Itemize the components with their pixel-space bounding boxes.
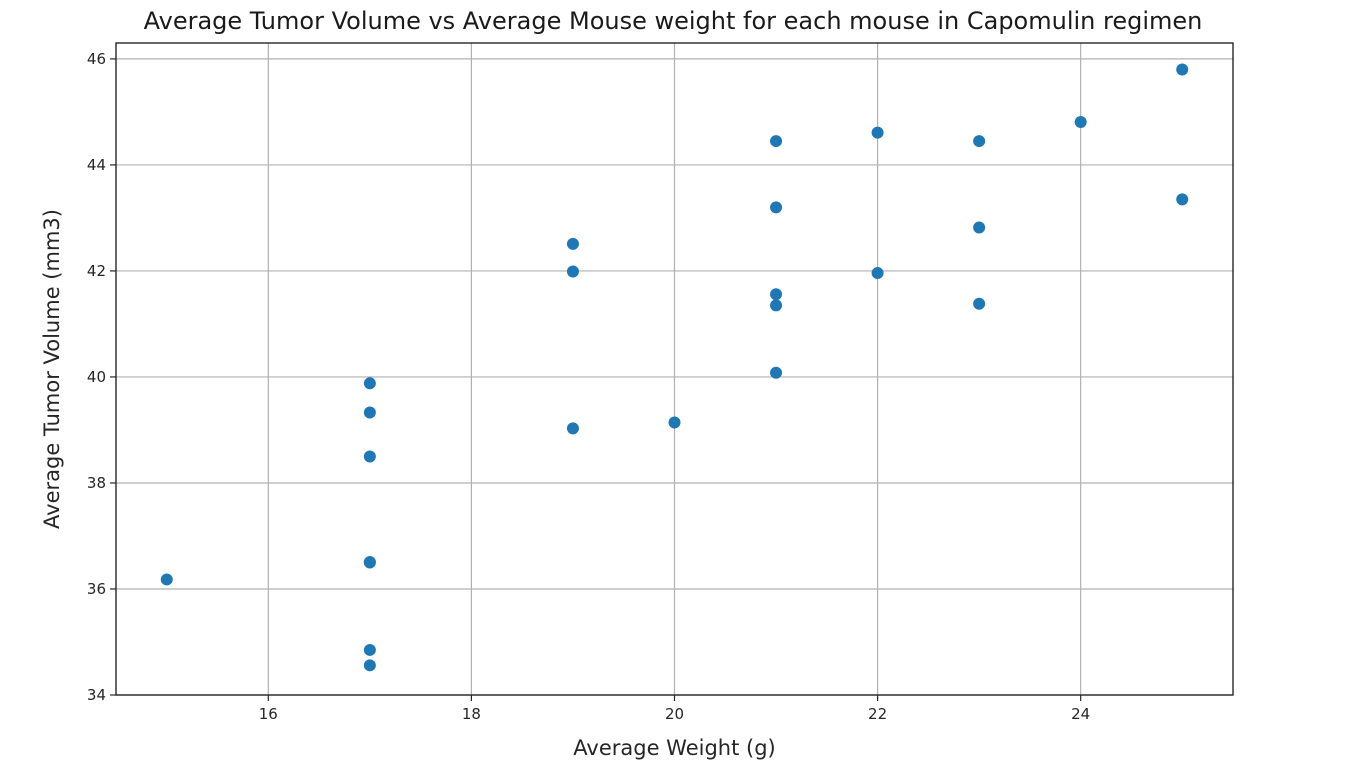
data-point bbox=[566, 265, 579, 278]
data-point bbox=[363, 406, 376, 419]
data-point bbox=[363, 556, 376, 569]
data-point bbox=[566, 422, 579, 435]
x-tick-label: 24 bbox=[1071, 705, 1090, 723]
data-point bbox=[1074, 115, 1087, 128]
y-tick-label: 44 bbox=[87, 156, 106, 174]
data-point bbox=[160, 573, 173, 586]
data-point bbox=[1176, 63, 1189, 76]
x-tick-label: 20 bbox=[665, 705, 684, 723]
data-points bbox=[160, 63, 1189, 672]
data-point bbox=[770, 135, 783, 148]
data-point bbox=[668, 416, 681, 429]
data-point bbox=[871, 126, 884, 139]
data-point bbox=[770, 366, 783, 379]
x-tick-label: 18 bbox=[462, 705, 481, 723]
y-tick-label: 38 bbox=[87, 474, 106, 492]
y-tick-label: 46 bbox=[87, 50, 106, 68]
data-point bbox=[363, 377, 376, 390]
y-tick-label: 42 bbox=[87, 262, 106, 280]
x-tick-label: 16 bbox=[259, 705, 278, 723]
x-axis-label: Average Weight (g) bbox=[573, 736, 775, 760]
data-point bbox=[770, 299, 783, 312]
data-point bbox=[973, 135, 986, 148]
data-point bbox=[1176, 193, 1189, 206]
y-axis-label: Average Tumor Volume (mm3) bbox=[40, 209, 64, 529]
data-point bbox=[363, 659, 376, 672]
data-point bbox=[973, 221, 986, 234]
x-tick-label: 22 bbox=[868, 705, 887, 723]
y-tick-label: 36 bbox=[87, 580, 106, 598]
y-tick-label: 40 bbox=[87, 368, 106, 386]
grid bbox=[116, 43, 1233, 696]
chart-title: Average Tumor Volume vs Average Mouse we… bbox=[144, 7, 1203, 35]
data-point bbox=[363, 643, 376, 656]
data-point bbox=[770, 288, 783, 301]
data-point bbox=[973, 297, 986, 310]
axis-ticks: 16 18 20 22 24 34 36 38 40 42 44 46 bbox=[87, 50, 1090, 723]
y-tick-label: 34 bbox=[87, 686, 106, 704]
data-point bbox=[363, 450, 376, 463]
data-point bbox=[566, 237, 579, 250]
data-point bbox=[770, 201, 783, 214]
data-point bbox=[871, 267, 884, 280]
